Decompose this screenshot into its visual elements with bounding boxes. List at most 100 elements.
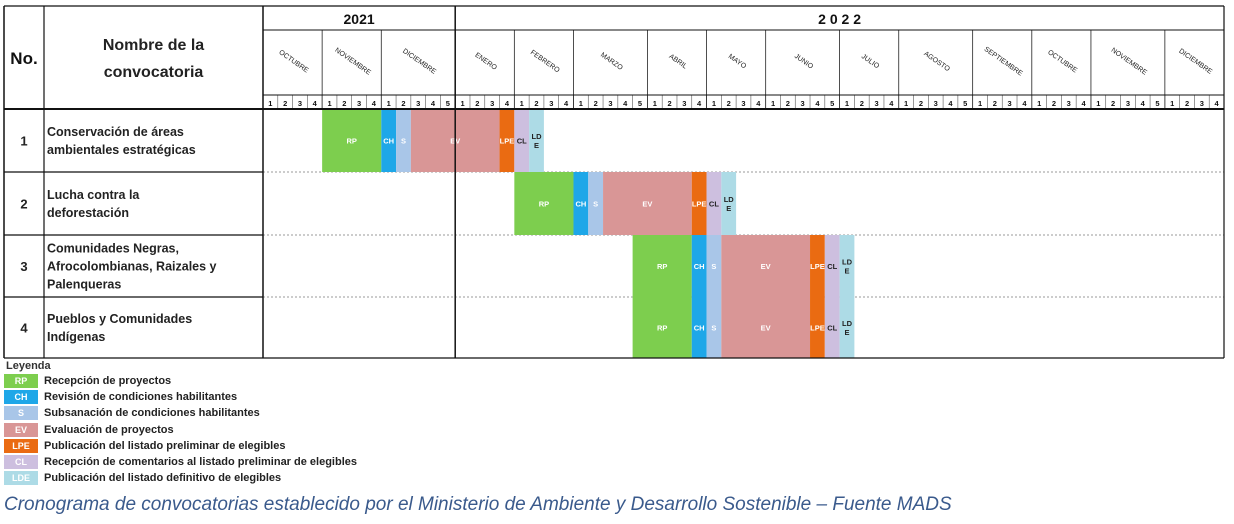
week-number: 2 — [475, 99, 479, 108]
week-number: 1 — [268, 99, 272, 108]
week-number: 5 — [830, 99, 834, 108]
week-number: 3 — [1008, 99, 1012, 108]
legend-item-ev: EV Evaluación de proyectos — [4, 422, 524, 438]
phase-label: EV — [761, 324, 771, 333]
row-name: Lucha contra la — [47, 188, 140, 202]
week-number: 4 — [815, 99, 820, 108]
phase-label: LPE — [810, 324, 825, 333]
phase-bar-lpe — [810, 297, 825, 358]
phase-label: LPE — [810, 262, 825, 271]
legend-swatch: RP — [4, 374, 38, 389]
week-number: 4 — [1215, 99, 1220, 108]
row-name: Conservación de áreas — [47, 125, 184, 139]
phase-bar-ch — [573, 172, 589, 235]
row-name: ambientales estratégicas — [47, 143, 196, 157]
week-number: 4 — [313, 99, 318, 108]
week-number: 1 — [653, 99, 657, 108]
week-number: 1 — [1096, 99, 1100, 108]
week-number: 3 — [1200, 99, 1204, 108]
phase-bar-s — [706, 297, 722, 358]
week-number: 1 — [978, 99, 982, 108]
week-number: 2 — [283, 99, 287, 108]
row-name: deforestación — [47, 206, 129, 220]
legend-label: Recepción de proyectos — [44, 375, 172, 388]
phase-label: LD — [842, 258, 853, 267]
phase-bar-ch — [381, 109, 397, 172]
phase-bar-ch — [691, 235, 707, 297]
week-number: 4 — [431, 99, 436, 108]
week-number: 1 — [771, 99, 775, 108]
phase-label: E — [844, 328, 849, 337]
phase-label: S — [711, 262, 716, 271]
week-number: 5 — [638, 99, 642, 108]
week-number: 1 — [461, 99, 465, 108]
legend-label: Recepción de comentarios al listado prel… — [44, 456, 357, 469]
week-number: 2 — [1052, 99, 1056, 108]
phase-label: CL — [827, 324, 837, 333]
legend-label: Publicación del listado definitivo de el… — [44, 472, 282, 485]
phase-bar-cl — [824, 297, 840, 358]
row-name: Afrocolombianas, Raizales y — [47, 260, 217, 274]
phase-bar-s — [588, 172, 604, 235]
week-number: 3 — [416, 99, 420, 108]
phase-label: CL — [827, 262, 837, 271]
phase-label: S — [711, 324, 716, 333]
week-number: 4 — [697, 99, 702, 108]
phase-bar-rp — [632, 297, 692, 358]
week-number: 4 — [1141, 99, 1146, 108]
week-number: 3 — [682, 99, 686, 108]
week-number: 3 — [298, 99, 302, 108]
gantt-chart: RPCHSEVLPECLLDERPCHSEVLPECLLDERPCHSEVLPE… — [3, 5, 1225, 359]
phase-bar-lde — [721, 172, 737, 235]
phase-bar-lde — [529, 109, 544, 172]
phase-bar-lpe — [691, 172, 707, 235]
week-number: 4 — [1081, 99, 1086, 108]
week-number: 3 — [934, 99, 938, 108]
legend-item-ch: CH Revisión de condiciones habilitantes — [4, 389, 524, 405]
header-name: convocatoria — [104, 64, 204, 81]
week-number: 2 — [594, 99, 598, 108]
week-number: 4 — [1022, 99, 1027, 108]
phase-label: RP — [346, 137, 356, 146]
phase-bar-ev — [603, 172, 692, 235]
week-number: 3 — [1067, 99, 1071, 108]
phase-label: LPE — [692, 200, 707, 209]
year-label: 2021 — [344, 11, 375, 27]
week-number: 4 — [948, 99, 953, 108]
week-number: 2 — [1185, 99, 1189, 108]
week-number: 1 — [904, 99, 908, 108]
week-number: 2 — [401, 99, 405, 108]
week-number: 2 — [1111, 99, 1115, 108]
phase-label: CH — [694, 324, 705, 333]
week-number: 1 — [1170, 99, 1174, 108]
phase-label: E — [726, 204, 731, 213]
week-number: 4 — [756, 99, 761, 108]
row-number: 4 — [20, 321, 28, 336]
phase-label: EV — [761, 262, 771, 271]
week-number: 2 — [786, 99, 790, 108]
legend-swatch: CL — [4, 455, 38, 470]
phase-label: CH — [383, 137, 394, 146]
week-number: 1 — [520, 99, 524, 108]
week-number: 1 — [327, 99, 331, 108]
header-no: No. — [10, 49, 37, 68]
phase-bar-ev — [721, 235, 811, 297]
week-number: 3 — [608, 99, 612, 108]
phase-label: E — [534, 141, 539, 150]
legend: Leyenda RP Recepción de proyectos CH Revisi… — [4, 360, 524, 486]
week-number: 2 — [727, 99, 731, 108]
week-number: 4 — [889, 99, 894, 108]
week-number: 3 — [549, 99, 553, 108]
phase-label: LPE — [500, 137, 515, 146]
row-number: 3 — [20, 259, 27, 274]
phase-bar-lpe — [499, 109, 515, 172]
phase-label: CH — [575, 200, 586, 209]
phase-bar-lde — [839, 235, 855, 297]
phase-bar-lpe — [810, 235, 825, 297]
legend-label: Revisión de condiciones habilitantes — [44, 391, 238, 404]
phase-bar-lde — [839, 297, 855, 358]
week-number: 1 — [845, 99, 849, 108]
week-number: 2 — [534, 99, 538, 108]
phase-bar-ch — [691, 297, 707, 358]
week-number: 3 — [874, 99, 878, 108]
